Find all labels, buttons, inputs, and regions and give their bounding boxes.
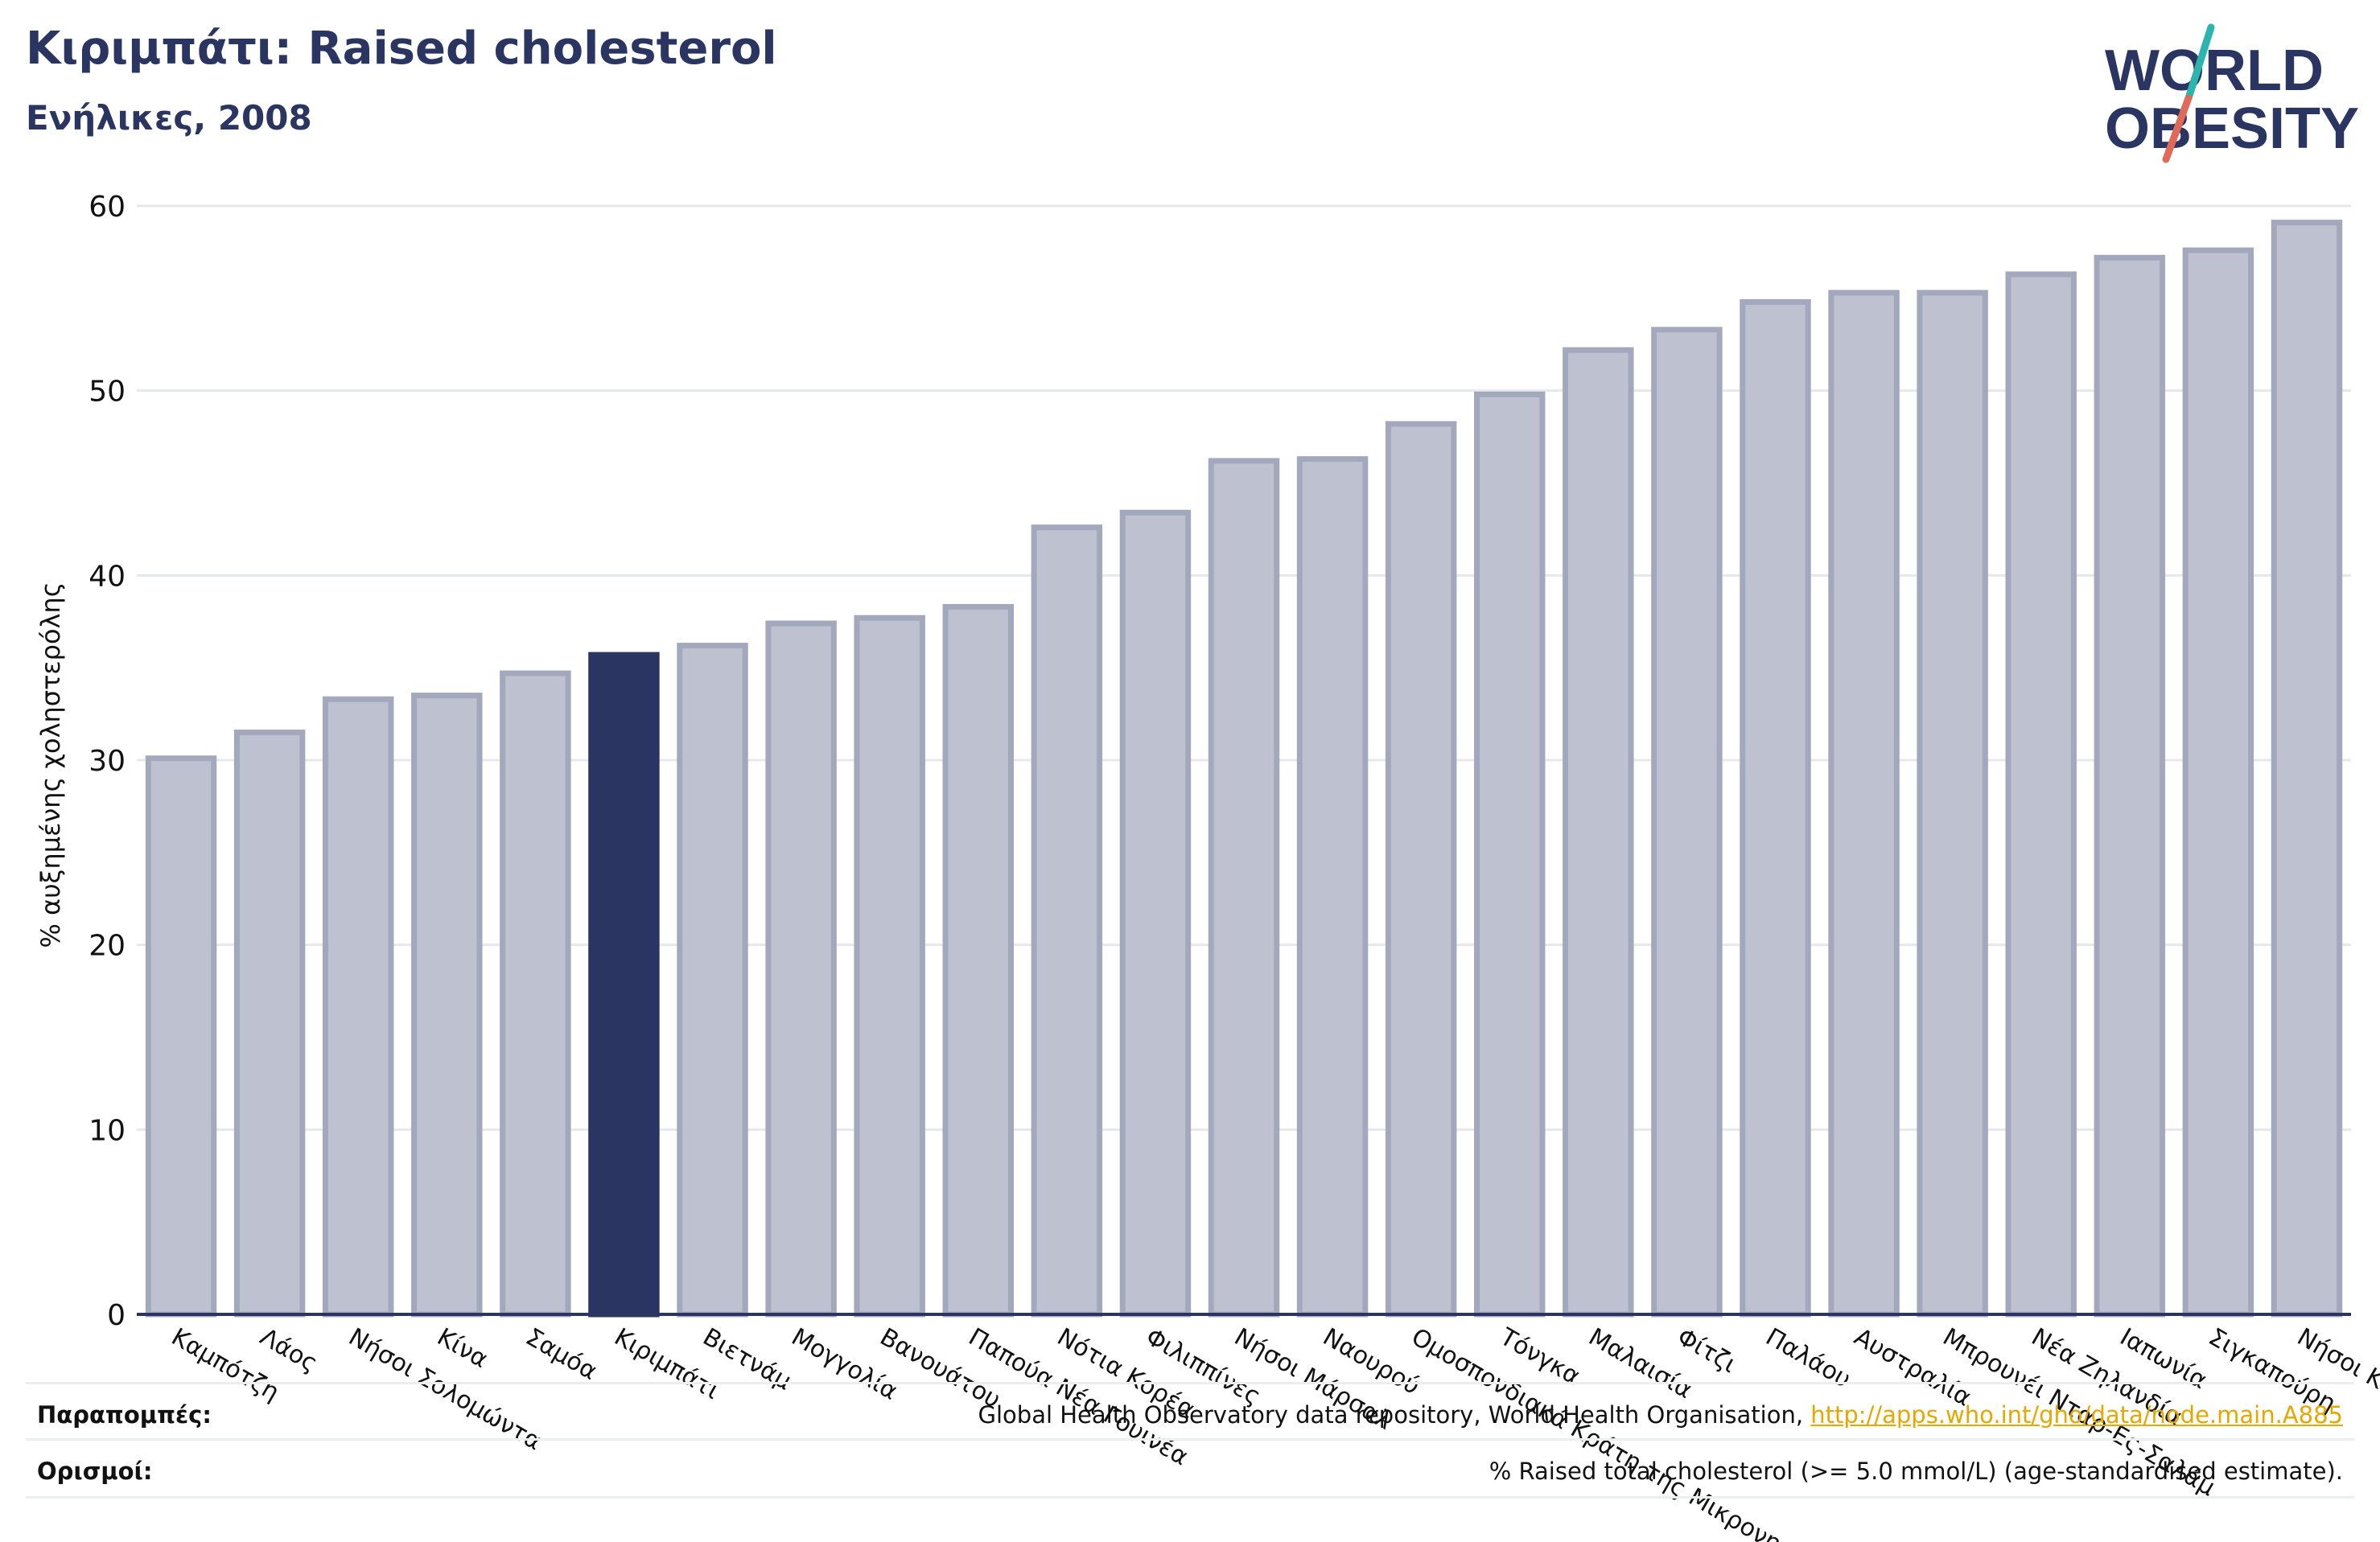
y-tick-label: 50	[89, 376, 126, 409]
x-tick-label: Φίτζι	[1672, 1323, 1740, 1379]
footer-divider	[26, 1438, 2354, 1441]
bar	[1651, 327, 1723, 1318]
bar	[2182, 247, 2254, 1318]
y-tick-label: 60	[89, 191, 126, 224]
definitions-value: % Raised total cholesterol (>= 5.0 mmol/…	[1489, 1458, 2343, 1485]
y-tick-label: 0	[107, 1299, 126, 1332]
x-tick-label: Κίνα	[432, 1323, 492, 1374]
bar	[765, 620, 837, 1318]
bar	[233, 730, 306, 1318]
logo-line2: OBESITY	[2105, 97, 2359, 161]
references-value: Global Health Observatory data repositor…	[978, 1401, 2343, 1429]
bar	[1296, 456, 1369, 1318]
footer-divider	[26, 1496, 2354, 1499]
page-title: Κιριμπάτι: Raised cholesterol	[26, 23, 777, 75]
y-axis-label: % αυξημένης χοληστερόλης	[35, 582, 66, 948]
bar	[322, 696, 394, 1318]
world-obesity-logo: WORLD OBESITY	[2105, 23, 2359, 163]
y-tick-label: 10	[89, 1114, 126, 1147]
bar-highlighted	[588, 652, 660, 1318]
bar	[1917, 290, 1988, 1318]
bar	[1563, 347, 1634, 1318]
bar	[1385, 421, 1457, 1318]
bar	[677, 643, 748, 1318]
references-link[interactable]: http://apps.who.int/gho/data/node.main.A…	[1810, 1401, 2343, 1429]
bar	[2271, 220, 2343, 1318]
x-tick-label: Λάος	[255, 1323, 323, 1378]
bar	[411, 693, 483, 1318]
references-label: Παραπομπές:	[37, 1401, 212, 1429]
bar	[1474, 391, 1546, 1318]
bar	[1740, 298, 1811, 1318]
bar	[500, 670, 571, 1318]
page-subtitle: Ενήλικες, 2008	[26, 98, 312, 138]
bar	[854, 615, 925, 1318]
bar	[942, 603, 1014, 1318]
definitions-label: Ορισμοί:	[37, 1458, 153, 1485]
bar	[2005, 271, 2077, 1318]
references-text: Global Health Observatory data repositor…	[978, 1401, 1811, 1429]
y-tick-label: 40	[89, 560, 126, 593]
y-tick-label: 30	[89, 745, 126, 778]
bar	[145, 755, 217, 1318]
y-tick-label: 20	[89, 930, 126, 963]
x-tick-label: Σαμόα	[521, 1323, 602, 1386]
bar	[1119, 509, 1192, 1318]
bar	[1031, 524, 1103, 1318]
bar	[2094, 254, 2166, 1318]
logo-line1: WORLD	[2105, 39, 2324, 103]
bar	[1208, 458, 1280, 1318]
bar	[1828, 290, 1900, 1318]
footer-divider	[26, 1382, 2354, 1384]
